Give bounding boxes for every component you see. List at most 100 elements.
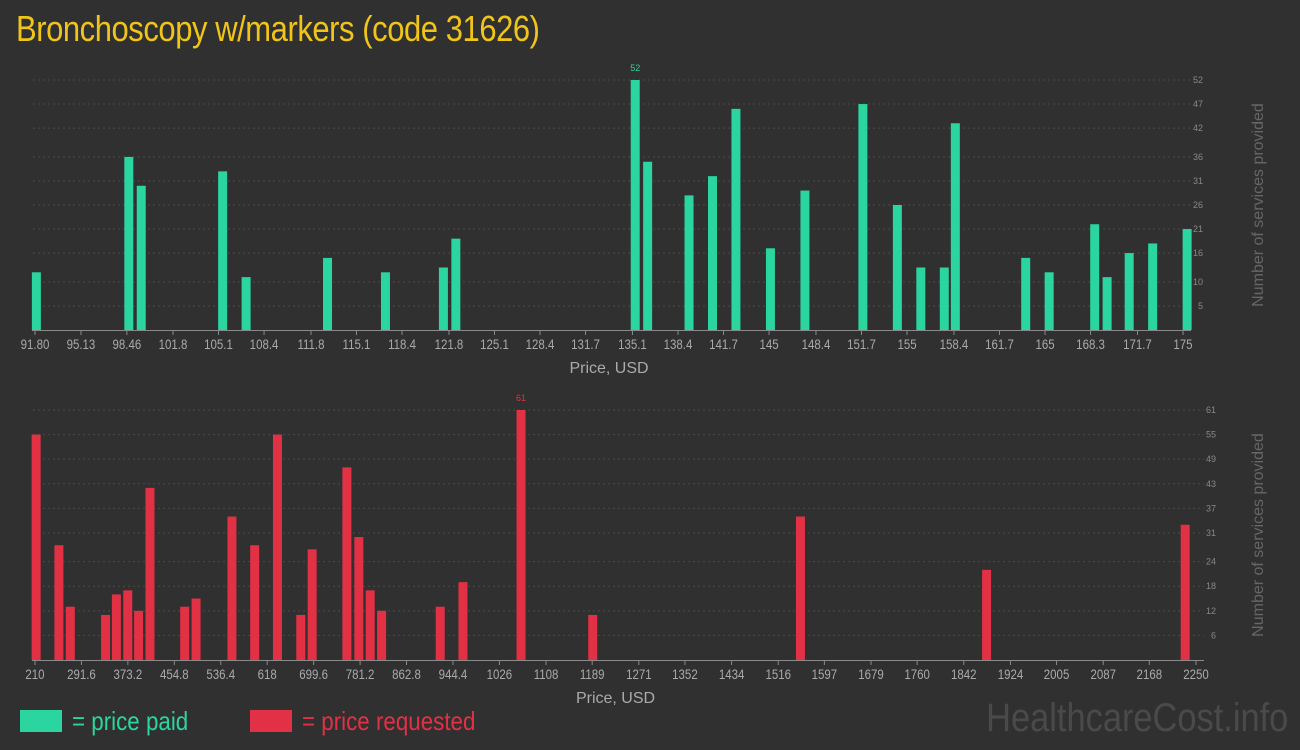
requested-bar	[795, 516, 805, 660]
paid-bar	[1044, 272, 1054, 330]
paid-bar	[800, 190, 810, 330]
requested-xtick-label: 2005	[1044, 666, 1070, 682]
requested-xtick-label: 1842	[951, 666, 977, 682]
requested-ytick-label: 49	[1206, 454, 1216, 464]
paid-xtick-label: 111.8	[297, 336, 324, 352]
requested-xtick-label: 944.4	[439, 666, 468, 682]
requested-bar	[54, 545, 64, 660]
requested-ytick-label: 37	[1206, 503, 1216, 513]
requested-bar	[134, 610, 144, 660]
requested-bar	[101, 614, 111, 660]
paid-ytick-label: 47	[1193, 99, 1203, 109]
paid-xtick-label: 118.4	[388, 336, 416, 352]
requested-xlabel: Price, USD	[576, 690, 655, 707]
paid-xtick-label: 165	[1035, 336, 1054, 352]
paid-bar	[1182, 229, 1192, 330]
legend-swatch-paid	[20, 710, 62, 732]
requested-bar	[342, 467, 352, 660]
requested-xtick-label: 454.8	[160, 666, 189, 682]
requested-ytick-label: 6	[1211, 630, 1216, 640]
paid-xtick-label: 175	[1173, 336, 1192, 352]
paid-bar	[916, 267, 926, 330]
requested-xtick-label: 781.2	[346, 666, 375, 682]
requested-ytick-label: 12	[1206, 606, 1216, 616]
requested-bar	[458, 582, 468, 660]
paid-ytick-label: 10	[1193, 277, 1203, 287]
paid-xtick-label: 155	[897, 336, 916, 352]
requested-bar	[435, 606, 445, 660]
paid-bar	[136, 185, 146, 330]
paid-xtick-label: 105.1	[204, 336, 233, 352]
paid-bar	[380, 272, 390, 330]
legend-label-requested: = price requested	[302, 705, 476, 736]
requested-xtick-label: 2168	[1137, 666, 1163, 682]
paid-bar	[1102, 277, 1112, 330]
paid-bar	[765, 248, 775, 330]
requested-ytick-label: 31	[1206, 528, 1216, 538]
paid-bar	[1148, 243, 1158, 330]
paid-xtick-label: 138.4	[664, 336, 693, 352]
paid-ytick-label: 31	[1193, 176, 1203, 186]
paid-xtick-label: 125.1	[480, 336, 509, 352]
requested-xtick-label: 2087	[1090, 666, 1116, 682]
requested-ytick-label: 55	[1206, 430, 1216, 440]
paid-bar	[939, 267, 949, 330]
paid-ytick-label: 42	[1193, 123, 1203, 133]
paid-xtick-label: 148.4	[802, 336, 831, 352]
requested-bar	[145, 487, 155, 660]
requested-max-label: 61	[516, 393, 526, 403]
requested-bar	[111, 594, 121, 660]
paid-ytick-label: 52	[1193, 75, 1203, 85]
requested-xtick-label: 291.6	[67, 666, 96, 682]
paid-xtick-label: 98.46	[113, 336, 142, 352]
paid-xtick-label: 151.7	[847, 336, 876, 352]
requested-bar	[123, 590, 133, 660]
requested-bar	[1180, 524, 1190, 660]
requested-xtick-label: 1434	[719, 666, 745, 682]
requested-xtick-label: 1189	[580, 666, 605, 682]
requested-bar	[982, 569, 992, 660]
paid-xtick-label: 101.8	[159, 336, 188, 352]
paid-ytick-label: 36	[1193, 152, 1203, 162]
paid-xtick-label: 95.13	[67, 336, 96, 352]
requested-xtick-label: 1679	[858, 666, 884, 682]
legend-label-paid: = price paid	[72, 705, 189, 736]
paid-ytick-label: 26	[1193, 200, 1203, 210]
paid-xtick-label: 108.4	[250, 336, 279, 352]
requested-bar	[191, 598, 201, 660]
requested-xtick-label: 1108	[534, 666, 559, 682]
requested-bar	[180, 606, 190, 660]
legend-swatch-requested	[250, 710, 292, 732]
paid-xtick-label: 115.1	[343, 336, 371, 352]
requested-xtick-label: 373.2	[114, 666, 143, 682]
requested-bar	[307, 549, 317, 660]
requested-bar	[250, 545, 260, 660]
requested-bar	[272, 434, 282, 660]
requested-ytick-label: 43	[1206, 479, 1216, 489]
paid-xtick-label: 141.7	[709, 336, 738, 352]
requested-xtick-label: 699.6	[299, 666, 328, 682]
paid-ytick-label: 21	[1193, 224, 1203, 234]
requested-xtick-label: 1597	[812, 666, 838, 682]
requested-bar	[296, 614, 306, 660]
paid-bar	[950, 123, 960, 331]
requested-bar	[588, 614, 598, 660]
paid-bar	[684, 195, 694, 330]
requested-bar	[31, 434, 41, 660]
paid-bar	[1090, 224, 1100, 330]
paid-bar	[630, 80, 640, 330]
paid-bar	[124, 156, 134, 330]
legend-price-requested: = price requested	[250, 704, 504, 738]
paid-bar	[1021, 257, 1031, 330]
paid-xlabel: Price, USD	[569, 360, 648, 377]
paid-bar	[731, 108, 741, 330]
paid-xtick-label: 128.4	[526, 336, 555, 352]
requested-xtick-label: 1924	[998, 666, 1024, 682]
paid-bar	[643, 161, 653, 330]
paid-xtick-label: 131.7	[571, 336, 600, 352]
requested-ytick-label: 61	[1206, 405, 1216, 415]
requested-xtick-label: 862.8	[392, 666, 421, 682]
paid-xtick-label: 145	[759, 336, 778, 352]
